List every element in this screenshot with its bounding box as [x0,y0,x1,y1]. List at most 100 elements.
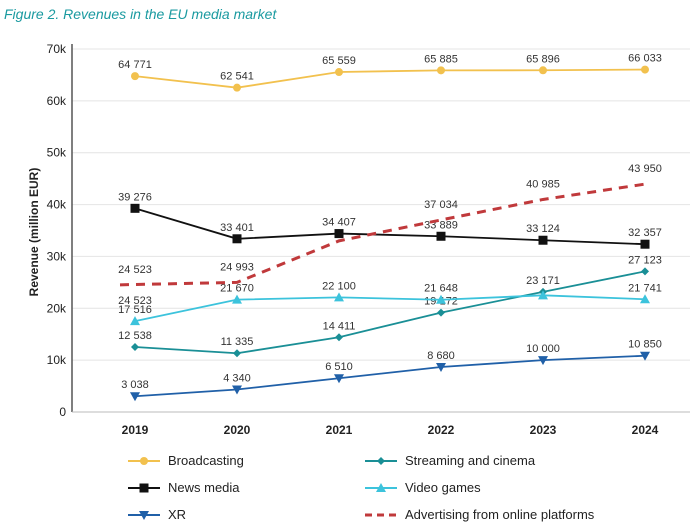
legend-swatch-icon [365,482,397,492]
legend-item: News media [128,480,240,495]
data-label: 32 357 [628,227,662,239]
data-point [538,235,548,245]
data-point [640,294,650,304]
data-point [640,351,650,361]
data-label: 24 993 [220,261,254,273]
chart-title: Figure 2. Revenues in the EU media marke… [4,6,277,22]
data-label: 22 100 [322,280,356,292]
y-tick-label: 40k [47,198,67,212]
data-label: 64 771 [118,59,152,71]
data-label: 12 538 [118,330,152,342]
data-label: 3 038 [121,379,149,391]
data-label: 24 523 [118,295,152,307]
data-point [130,316,140,326]
data-point [538,356,548,366]
data-point [538,290,548,300]
data-label: 27 123 [628,254,662,266]
x-tick-label: 2024 [632,423,659,437]
x-tick-label: 2021 [326,423,353,437]
data-point [131,72,139,81]
legend-item: Advertising from online platforms [365,507,594,522]
series-line [134,270,646,355]
data-label: 43 950 [628,163,662,175]
data-label: 10 850 [628,339,662,351]
x-tick-label: 2019 [122,423,149,437]
y-tick-label: 60k [47,94,67,108]
data-point [130,203,140,213]
legend-swatch-icon [365,513,397,516]
data-point [641,267,649,276]
legend-item: Broadcasting [128,453,244,468]
data-label: 6 510 [325,361,353,373]
data-label: 21 648 [424,283,458,295]
data-label: 14 411 [323,320,356,332]
data-label: 21 670 [220,283,254,295]
data-label: 8 680 [427,350,455,362]
data-label: 34 407 [322,217,356,229]
data-point [437,66,445,75]
data-label: 33 401 [220,222,254,234]
legend-label: Broadcasting [168,453,244,468]
data-point [233,349,241,358]
data-label: 40 985 [526,178,560,190]
x-tick-label: 2023 [530,423,557,437]
data-label: 21 741 [628,282,662,294]
data-point [334,374,344,384]
data-point [232,234,242,244]
x-tick-label: 2020 [224,423,251,437]
data-point [334,229,344,239]
data-label: 33 124 [526,223,560,235]
series-line [134,68,646,89]
data-label: 65 559 [322,55,356,67]
y-axis-label: Revenue (million EUR) [27,168,41,297]
x-tick-label: 2022 [428,423,455,437]
data-point [640,239,650,249]
data-label: 4 340 [223,372,251,384]
data-label: 10 000 [526,343,560,355]
legend-label: Video games [405,480,481,495]
data-point [641,65,649,74]
y-tick-label: 10k [47,353,67,367]
data-point [130,392,140,402]
legend-item: XR [128,507,186,522]
data-label: 24 523 [118,264,152,276]
data-point [232,385,242,395]
data-label: 62 541 [220,71,254,83]
data-point [334,292,344,302]
series-line [119,182,646,287]
data-label: 11 335 [221,336,254,348]
series-line [134,354,646,398]
data-point [539,66,547,75]
legend-label: Streaming and cinema [405,453,536,468]
legend-swatch-icon [128,456,160,465]
data-point [437,308,445,317]
data-point [131,342,139,351]
legend-label: Advertising from online platforms [405,507,595,522]
data-label: 39 276 [118,191,152,203]
legend-swatch-icon [128,510,160,520]
data-label: 33 889 [424,219,458,231]
legend-swatch-icon [365,456,397,465]
y-tick-label: 70k [47,42,67,56]
data-label: 23 171 [526,275,560,287]
data-label: 65 896 [526,53,560,65]
legend-item: Video games [365,480,481,495]
data-point [436,231,446,241]
series-line [134,294,646,323]
data-label: 17 516 [118,304,152,316]
y-tick-label: 50k [47,146,67,160]
data-point [436,362,446,372]
data-point [335,333,343,342]
data-point [335,68,343,77]
data-label: 37 034 [424,199,458,211]
data-point [233,83,241,92]
legend-swatch-icon [128,483,160,492]
series-line [134,207,646,246]
data-point [436,294,446,304]
y-tick-label: 20k [47,301,67,315]
data-label: 65 885 [424,53,458,65]
y-tick-label: 30k [47,249,67,263]
legend-item: Streaming and cinema [365,453,535,468]
data-point [232,294,242,304]
